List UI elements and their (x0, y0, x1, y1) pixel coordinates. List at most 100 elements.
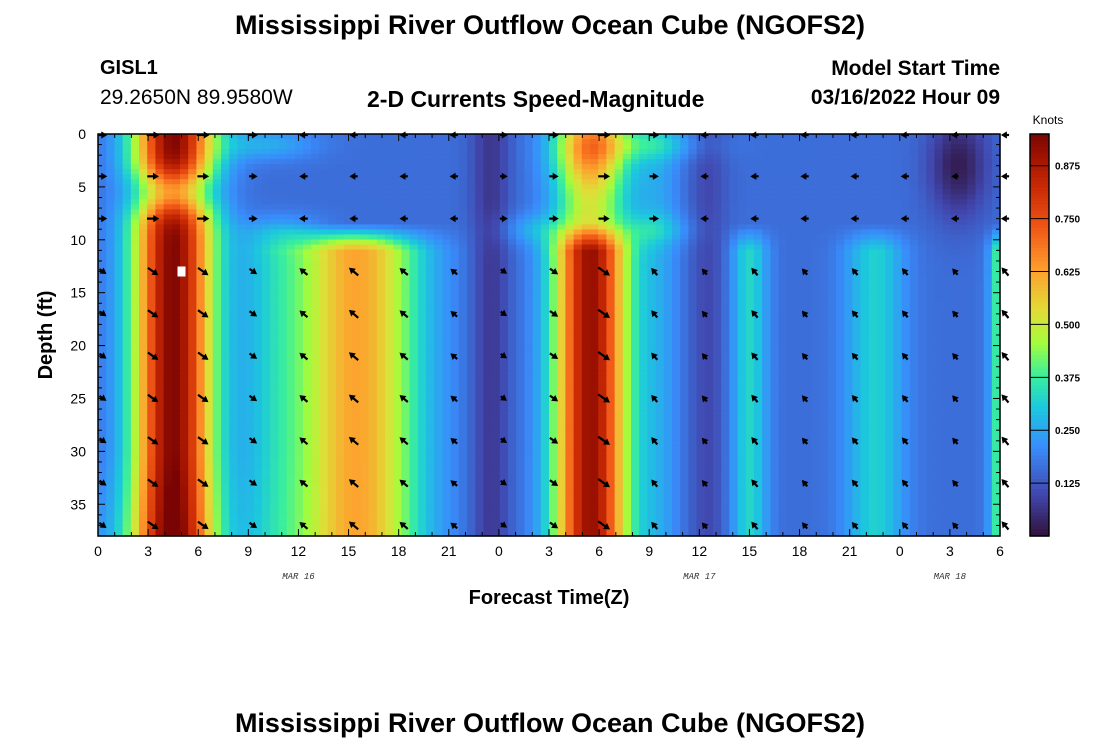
heatmap-cell (278, 289, 288, 296)
heatmap-cell (450, 234, 460, 241)
heatmap-cell (852, 319, 862, 326)
heatmap-cell (885, 264, 894, 271)
heatmap-cell (467, 239, 476, 246)
heatmap-cell (393, 274, 402, 281)
heatmap-cell (581, 324, 591, 331)
heatmap-cell (770, 324, 780, 331)
heatmap-cell (106, 319, 115, 326)
heatmap-cell (606, 324, 616, 331)
heatmap-cell (450, 139, 460, 145)
heatmap-cell (114, 345, 124, 351)
heatmap-cell (98, 249, 107, 256)
heatmap-cell (786, 144, 796, 150)
heatmap-cell (540, 244, 550, 251)
heatmap-cell (663, 169, 673, 175)
heatmap-cell (557, 324, 566, 331)
heatmap-cell (171, 134, 181, 140)
heatmap-cell (811, 279, 821, 286)
heatmap-cell (672, 284, 681, 291)
heatmap-cell (918, 249, 927, 256)
heatmap-cell (204, 229, 214, 236)
heatmap-cell (573, 340, 583, 346)
heatmap-cell (909, 304, 919, 311)
heatmap-cell (598, 209, 607, 216)
heatmap-cell (229, 314, 238, 321)
heatmap-cell (606, 139, 616, 145)
heatmap-cell (483, 264, 493, 271)
heatmap-cell (204, 319, 214, 326)
heatmap-cell (557, 299, 566, 306)
heatmap-cell (385, 294, 394, 301)
heatmap-cell (139, 169, 148, 175)
heatmap-cell (385, 189, 394, 195)
heatmap-cell (606, 224, 616, 231)
heatmap-cell (967, 149, 976, 155)
heatmap-cell (721, 209, 730, 216)
heatmap-cell (360, 219, 370, 226)
heatmap-cell (319, 264, 329, 271)
heatmap-cell (270, 194, 279, 200)
heatmap-cell (737, 284, 747, 291)
heatmap-cell (344, 239, 353, 246)
heatmap-cell (434, 264, 443, 271)
heatmap-cell (98, 254, 107, 261)
heatmap-cell (795, 284, 804, 291)
heatmap-cell (991, 134, 1001, 140)
heatmap-cell (819, 189, 829, 195)
heatmap-cell (598, 289, 607, 296)
heatmap-cell (319, 214, 329, 221)
heatmap-cell (163, 214, 173, 221)
heatmap-cell (458, 214, 468, 221)
heatmap-cell (934, 259, 944, 266)
heatmap-cell (294, 134, 304, 140)
heatmap-cell (918, 324, 927, 331)
heatmap-cell (499, 319, 509, 326)
heatmap-cell (557, 144, 566, 150)
heatmap-cell (393, 194, 402, 200)
heatmap-cell (557, 329, 566, 336)
heatmap-cell (893, 345, 903, 351)
heatmap-cell (909, 329, 919, 336)
heatmap-cell (286, 204, 296, 210)
heatmap-cell (368, 319, 378, 326)
heatmap-cell (754, 355, 763, 361)
heatmap-cell (524, 134, 534, 140)
heatmap-cell (212, 139, 222, 145)
heatmap-cell (319, 335, 329, 341)
heatmap-cell (204, 134, 214, 140)
heatmap-cell (868, 299, 878, 306)
heatmap-cell (991, 229, 1001, 236)
heatmap-cell (434, 350, 443, 356)
heatmap-cell (942, 159, 952, 165)
heatmap-cell (360, 229, 370, 236)
heatmap-cell (122, 209, 132, 216)
heatmap-cell (991, 284, 1001, 291)
heatmap-cell (524, 179, 534, 185)
heatmap-cell (475, 264, 484, 271)
heatmap-cell (663, 279, 673, 286)
heatmap-cell (204, 189, 214, 195)
heatmap-cell (180, 249, 189, 256)
heatmap-cell (221, 189, 230, 195)
heatmap-cell (565, 249, 575, 256)
heatmap-cell (688, 355, 698, 361)
heatmap-cell (795, 149, 804, 155)
heatmap-cell (688, 194, 698, 200)
heatmap-cell (212, 199, 222, 205)
heatmap-cell (729, 309, 739, 316)
heatmap-cell (737, 309, 747, 316)
heatmap-cell (434, 154, 443, 160)
heatmap-cell (852, 169, 862, 175)
heatmap-cell (688, 134, 698, 140)
heatmap-cell (229, 209, 238, 216)
heatmap-cell (844, 309, 853, 316)
heatmap-cell (524, 204, 534, 210)
heatmap-cell (139, 184, 148, 190)
heatmap-cell (639, 219, 648, 226)
heatmap-cell (467, 314, 476, 321)
heatmap-cell (557, 279, 566, 286)
heatmap-cell (212, 309, 222, 316)
heatmap-cell (139, 149, 148, 155)
heatmap-cell (180, 194, 189, 200)
heatmap-cell (368, 350, 378, 356)
